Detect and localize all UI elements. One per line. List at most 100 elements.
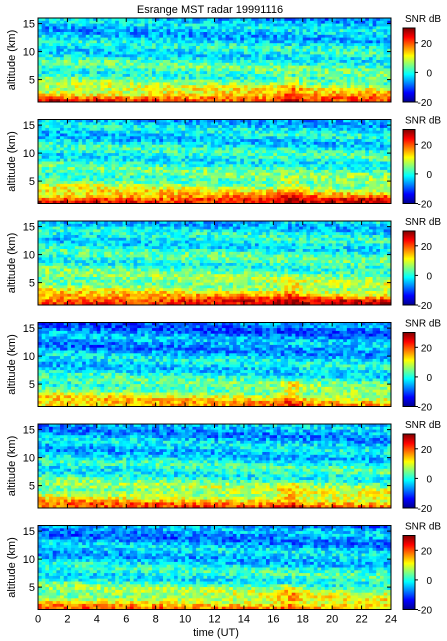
heatmap-cell xyxy=(85,189,90,193)
heatmap-cell xyxy=(236,136,241,140)
heatmap-cell xyxy=(306,20,311,24)
heatmap-cell xyxy=(368,40,374,44)
heatmap-cell xyxy=(262,197,267,202)
heatmap-cell xyxy=(218,26,223,30)
heatmap-cell xyxy=(67,93,72,97)
heatmap-cell xyxy=(199,57,204,61)
heatmap-cell xyxy=(177,96,182,100)
heatmap-cell xyxy=(107,51,112,55)
heatmap-cell xyxy=(174,150,179,154)
heatmap-cell xyxy=(107,153,112,157)
heatmap-cell xyxy=(265,127,271,132)
heatmap-cell xyxy=(93,71,98,75)
heatmap-cell xyxy=(140,127,146,132)
heatmap-cell xyxy=(265,46,271,50)
heatmap-cell xyxy=(151,139,157,143)
heatmap-cell xyxy=(148,122,153,126)
heatmap-cell xyxy=(41,40,46,44)
heatmap-cell xyxy=(343,96,348,100)
heatmap-cell xyxy=(269,141,274,146)
heatmap-cell xyxy=(288,125,293,129)
heatmap-cell xyxy=(306,60,311,64)
heatmap-cell xyxy=(251,51,256,55)
heatmap-cell xyxy=(118,57,123,61)
heatmap-cell xyxy=(229,183,234,188)
heatmap-cell xyxy=(67,150,72,154)
heatmap-cell xyxy=(89,46,94,50)
heatmap-cell xyxy=(310,48,315,52)
heatmap-cell xyxy=(328,37,333,41)
heatmap-cell xyxy=(78,178,83,182)
heatmap-cell xyxy=(38,82,43,86)
heatmap-cell xyxy=(387,18,392,22)
heatmap-cell xyxy=(96,119,101,123)
heatmap-cell xyxy=(199,150,204,154)
heatmap-cell xyxy=(85,125,90,129)
heatmap-cell xyxy=(111,37,116,41)
heatmap-cell xyxy=(207,153,212,157)
heatmap-cell xyxy=(122,200,127,204)
heatmap-cell xyxy=(236,18,241,22)
heatmap-cell xyxy=(151,62,157,66)
heatmap-cell xyxy=(181,189,186,193)
heatmap-cell xyxy=(383,37,388,41)
heatmap-cell xyxy=(288,127,293,132)
heatmap-cell xyxy=(159,37,164,41)
heatmap-cell xyxy=(383,96,388,100)
heatmap-cell xyxy=(236,183,241,188)
heatmap-cell xyxy=(93,144,98,148)
heatmap-cell xyxy=(192,175,197,179)
heatmap-cell xyxy=(332,20,337,24)
heatmap-cell xyxy=(247,26,252,30)
heatmap-cell xyxy=(280,37,285,41)
heatmap-cell xyxy=(126,125,131,129)
heatmap-cell xyxy=(56,76,61,80)
heatmap-cell xyxy=(144,51,149,55)
heatmap-cell xyxy=(258,40,263,44)
heatmap-cell xyxy=(104,155,109,160)
heatmap-cell xyxy=(225,23,230,27)
heatmap-cell xyxy=(89,88,94,92)
heatmap-cell xyxy=(140,43,146,47)
heatmap-cell xyxy=(38,130,43,134)
heatmap-cell xyxy=(85,127,90,132)
heatmap-cell xyxy=(166,85,171,89)
heatmap-cell xyxy=(49,122,54,126)
heatmap-cell xyxy=(174,96,179,100)
heatmap-cell xyxy=(170,74,175,78)
heatmap-cell xyxy=(126,62,131,66)
heatmap-cell xyxy=(122,46,127,50)
heatmap-cell xyxy=(196,158,201,162)
heatmap-cell xyxy=(251,99,256,103)
heatmap-cell xyxy=(372,99,377,103)
heatmap-cell xyxy=(82,195,87,199)
heatmap-cell xyxy=(247,40,252,44)
heatmap-cell xyxy=(324,96,329,100)
heatmap-cell xyxy=(225,175,230,179)
heatmap-cell xyxy=(85,43,90,47)
heatmap-cell xyxy=(177,51,182,55)
heatmap-cell xyxy=(181,60,186,64)
heatmap-cell xyxy=(163,46,168,50)
heatmap-cell xyxy=(332,74,337,78)
heatmap-cell xyxy=(221,79,226,83)
heatmap-cell xyxy=(129,136,135,140)
heatmap-cell xyxy=(218,62,223,66)
heatmap-cell xyxy=(332,60,337,64)
heatmap-cell xyxy=(387,54,392,58)
heatmap-cell xyxy=(82,88,87,92)
heatmap-cell xyxy=(129,18,135,22)
heatmap-cell xyxy=(155,32,160,36)
heatmap-cell xyxy=(60,46,65,50)
heatmap-cell xyxy=(321,51,326,55)
heatmap-cell xyxy=(96,37,101,41)
heatmap-cell xyxy=(137,82,142,86)
heatmap-cell xyxy=(240,74,245,78)
heatmap-cell xyxy=(251,32,256,36)
heatmap-cell xyxy=(52,127,57,132)
heatmap-cell xyxy=(63,32,68,36)
heatmap-cell xyxy=(115,34,120,38)
heatmap-cell xyxy=(262,65,267,69)
heatmap-cell xyxy=(63,139,68,143)
heatmap-cell xyxy=(280,26,285,30)
